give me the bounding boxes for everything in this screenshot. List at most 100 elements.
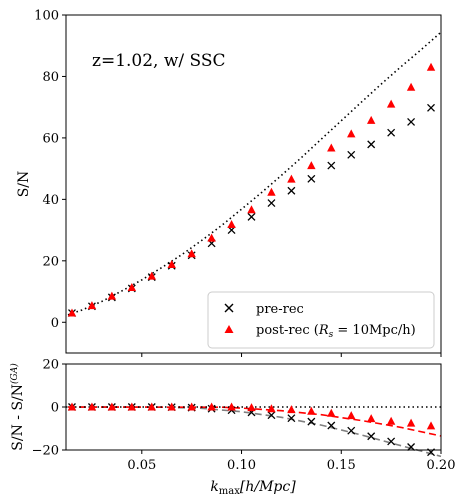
x-stroke (387, 437, 396, 446)
x-stroke (347, 150, 356, 159)
bottom-post-rec-point (327, 408, 336, 417)
bottom-panel: −20 0 20 0.05 0.10 0.15 0.20 S/N - S/N(GA) kma… (9, 358, 455, 498)
top-markers-layer (67, 62, 436, 318)
x-stroke (307, 174, 316, 183)
legend-box (207, 291, 435, 349)
top-pre-rec-point (347, 150, 356, 159)
top-post-rec-point (406, 82, 416, 91)
x-stroke (427, 103, 435, 112)
bottom-post-rec-point (287, 405, 296, 414)
top-post-rec-point (147, 271, 156, 280)
bottom-pre-rec-point (307, 417, 316, 426)
bottom-pre-rec-point (327, 421, 336, 430)
bottom-xtick-label: 0.15 (327, 458, 356, 473)
bottom-pre-rec-point (287, 414, 296, 423)
top-pre-rec-point (327, 161, 336, 170)
top-pre-rec-point (367, 140, 376, 149)
bottom-xtick-label: 0.20 (427, 458, 456, 473)
x-stroke (327, 421, 336, 430)
top-post-rec-point (307, 161, 316, 170)
top-post-rec-point (87, 301, 97, 310)
top-post-rec-point (227, 220, 236, 229)
top-post-rec-point (187, 249, 196, 258)
bottom-post-rec-point (187, 402, 196, 411)
top-post-rec-point (167, 260, 176, 269)
legend-pre-rec-label: pre-rec (256, 302, 304, 317)
x-stroke (367, 140, 376, 149)
top-post-rec-point (107, 291, 117, 300)
top-dotted-curve-layer (67, 31, 442, 316)
top-post-rec-point (267, 187, 276, 196)
top-pre-rec-point (267, 199, 276, 208)
bottom-post-rec-point (426, 421, 436, 430)
legend-post-rec-label: post-rec (Rs = 10Mpc/h) (256, 323, 416, 340)
bottom-post-rec-point (307, 406, 316, 415)
top-ytick-label: 100 (34, 9, 59, 24)
bottom-pre-rec-point (407, 443, 416, 451)
top-ytick-label: 0 (51, 316, 59, 331)
annotation-text: z=1.02, w/ SSC (92, 51, 226, 71)
bottom-post-rec-point (227, 402, 236, 411)
bottom-ytick-label: −20 (32, 444, 59, 459)
top-post-rec-point (327, 143, 336, 152)
bottom-post-rec-point (67, 402, 77, 411)
top-post-rec-point (127, 283, 137, 292)
top-ylabel: S/N (16, 171, 32, 198)
bottom-post-rec-point (366, 414, 376, 423)
bottom-post-rec-point (267, 404, 276, 413)
top-post-rec-point (347, 129, 356, 138)
top-post-rec-point (386, 99, 396, 108)
bottom-post-rec-point (127, 402, 137, 411)
x-stroke (347, 426, 356, 435)
bottom-pre-rec-point (387, 437, 396, 446)
top-ticks-layer: 0 20 40 60 80 100 (34, 9, 442, 357)
bottom-ylabel: S/N - S/N(GA) (9, 363, 26, 451)
legend-triangle-marker (224, 325, 234, 333)
x-stroke (327, 161, 336, 170)
bottom-post-rec-point (167, 402, 176, 411)
top-dotted-line-2 (67, 31, 442, 316)
top-post-rec-point (287, 174, 296, 183)
x-stroke (407, 443, 416, 451)
top-post-rec-point (67, 308, 77, 317)
top-pre-rec-point (247, 212, 256, 221)
bottom-pre-rec-point (347, 426, 356, 435)
bottom-post-rec-point (247, 403, 256, 412)
x-stroke (267, 411, 276, 420)
top-ytick-label: 20 (42, 254, 59, 269)
bottom-pre-rec-point (367, 432, 376, 441)
bottom-post-rec-point (87, 402, 97, 411)
top-ytick-label: 40 (42, 193, 59, 208)
x-stroke (287, 414, 296, 423)
top-ytick-label: 80 (42, 70, 59, 85)
top-axes-frame (65, 14, 442, 354)
top-post-rec-point (247, 205, 256, 214)
legend: pre-rec post-rec (Rs = 10Mpc/h) (207, 291, 435, 349)
bottom-lines-layer (66, 406, 442, 458)
bottom-post-rec-point (347, 411, 356, 420)
bottom-xtick-label: 0.10 (227, 458, 256, 473)
x-stroke (307, 417, 316, 426)
bottom-dashed-line-2 (67, 406, 442, 458)
top-pre-rec-point (427, 103, 435, 112)
x-stroke (387, 128, 396, 137)
top-post-rec-point (426, 62, 436, 71)
legend-x-marker (224, 303, 234, 313)
x-stroke (287, 186, 296, 195)
bottom-post-rec-point (147, 402, 156, 411)
bottom-post-rec-point (107, 402, 117, 411)
bottom-xtick-label: 0.05 (127, 458, 156, 473)
top-post-rec-point (207, 233, 216, 242)
bottom-ytick-label: 0 (51, 401, 59, 416)
x-stroke (267, 199, 276, 208)
top-ytick-label: 60 (42, 131, 59, 146)
bottom-post-rec-point (207, 402, 216, 411)
bottom-post-rec-point (406, 418, 416, 427)
bottom-dashed-line-3 (67, 406, 442, 437)
top-pre-rec-point (387, 128, 396, 137)
bottom-post-rec-point (386, 416, 396, 425)
top-panel: 0 20 40 60 80 100 z=1.02, w/ SSC S/N pre-rec … (16, 9, 442, 357)
x-stroke (247, 212, 256, 221)
bottom-ticks-layer: −20 0 20 0.05 0.10 0.15 0.20 (32, 358, 456, 474)
